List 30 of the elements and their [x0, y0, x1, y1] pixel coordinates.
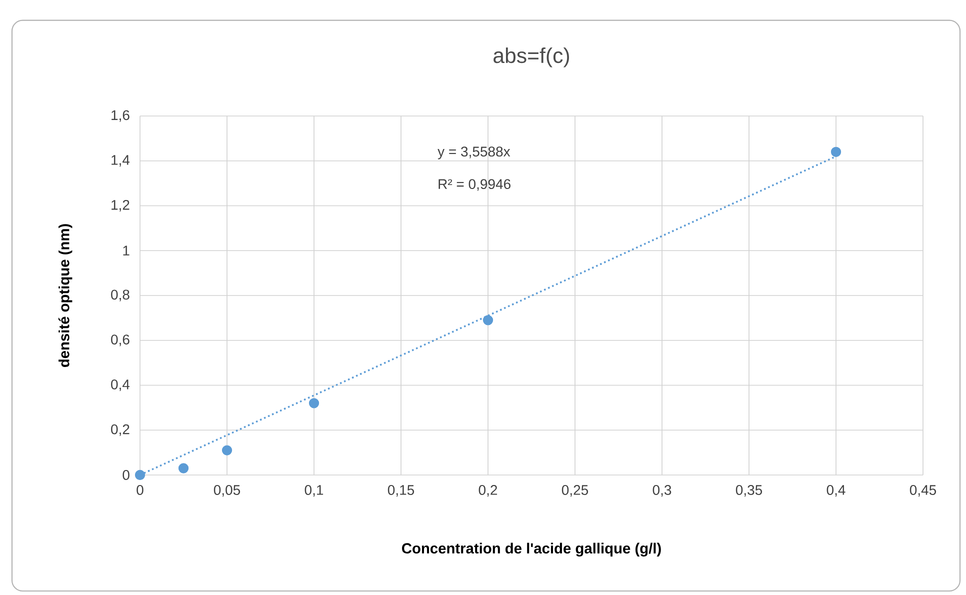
- y-tick-label: 1,6: [112, 110, 130, 122]
- x-tick-label: 0,35: [736, 485, 762, 497]
- chart-title: abs=f(c): [494, 47, 569, 68]
- x-tick-label: 0,4: [826, 485, 846, 497]
- point: [222, 445, 232, 456]
- x-tick-label: 0,25: [562, 485, 588, 497]
- y-tick-label: 0,2: [111, 424, 130, 436]
- x-tick-label: 0,1: [304, 485, 324, 497]
- annotation: y = 3,5588x: [438, 146, 510, 160]
- y-tick-label: 1,2: [112, 200, 130, 212]
- annotation: R² = 0,9946: [438, 179, 510, 191]
- x-tick-label: 0,15: [388, 485, 414, 497]
- y-tick-label: 0,8: [111, 290, 130, 302]
- y-tick-label: 0,6: [111, 334, 130, 346]
- y-tick-label: 0,4: [111, 379, 130, 392]
- y-axis-title: densité optique (nm): [58, 224, 72, 367]
- point: [134, 470, 146, 480]
- x-tick-label: 0: [136, 485, 144, 495]
- x-tick-label: 0,2: [478, 485, 498, 497]
- x-tick-label: 0,45: [910, 485, 936, 497]
- x-axis-title: Concentration de l'acide gallique (g/l): [402, 542, 661, 557]
- point: [308, 398, 320, 408]
- x-tick-label: 0,05: [214, 485, 240, 497]
- point: [830, 146, 842, 157]
- y-tick-label: 0: [122, 470, 130, 480]
- point: [482, 315, 494, 326]
- y-tick-label: 1,4: [112, 155, 130, 167]
- x-tick-label: 0,3: [652, 485, 672, 497]
- y-tick-label: 1: [123, 246, 130, 256]
- point: [178, 463, 189, 474]
